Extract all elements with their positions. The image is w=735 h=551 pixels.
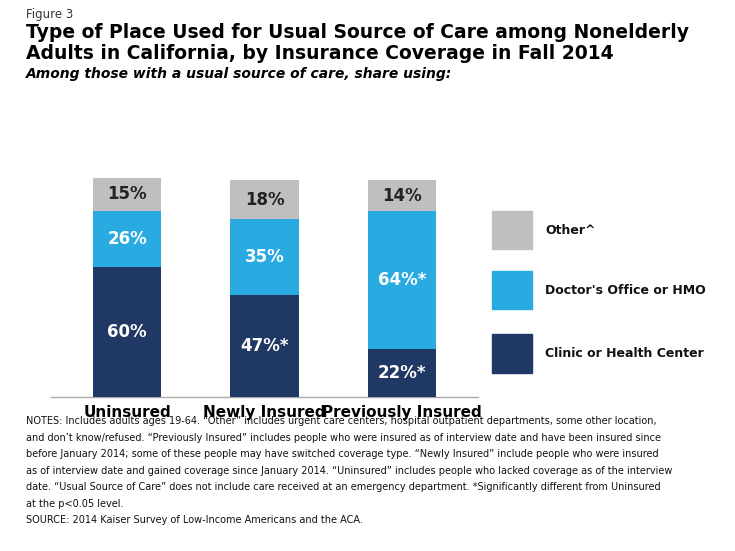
- Bar: [230, 180, 299, 219]
- Text: Doctor's Office or HMO: Doctor's Office or HMO: [545, 284, 706, 296]
- Text: KAISER: KAISER: [650, 491, 705, 505]
- Text: Other^: Other^: [545, 224, 596, 236]
- Text: 18%: 18%: [245, 191, 284, 209]
- Text: 15%: 15%: [107, 186, 147, 203]
- Text: before January 2014; some of these people may have switched coverage type. “Newl: before January 2014; some of these peopl…: [26, 449, 659, 459]
- Text: 60%: 60%: [107, 323, 147, 341]
- Bar: [368, 180, 437, 210]
- Bar: [230, 295, 299, 397]
- Text: Adults in California, by Insurance Coverage in Fall 2014: Adults in California, by Insurance Cover…: [26, 44, 613, 63]
- Text: Among those with a usual source of care, share using:: Among those with a usual source of care,…: [26, 67, 452, 81]
- Text: 26%: 26%: [107, 230, 147, 248]
- Bar: [368, 210, 437, 349]
- Bar: [492, 210, 532, 250]
- Bar: [492, 334, 532, 373]
- Text: 35%: 35%: [245, 248, 284, 266]
- Bar: [368, 349, 437, 397]
- Text: at the p<0.05 level.: at the p<0.05 level.: [26, 499, 123, 509]
- Bar: [93, 267, 162, 397]
- Text: 14%: 14%: [382, 187, 422, 204]
- Text: and don’t know/refused. “Previously Insured” includes people who were insured as: and don’t know/refused. “Previously Insu…: [26, 433, 661, 442]
- Text: SOURCE: 2014 Kaiser Survey of Low-Income Americans and the ACA.: SOURCE: 2014 Kaiser Survey of Low-Income…: [26, 515, 362, 525]
- Text: Clinic or Health Center: Clinic or Health Center: [545, 347, 704, 360]
- Text: 64%*: 64%*: [378, 271, 426, 289]
- Text: date. “Usual Source of Care” does not include care received at an emergency depa: date. “Usual Source of Care” does not in…: [26, 482, 660, 492]
- Text: Type of Place Used for Usual Source of Care among Nonelderly: Type of Place Used for Usual Source of C…: [26, 23, 689, 42]
- Bar: [93, 179, 162, 210]
- Bar: [492, 271, 532, 310]
- Text: Figure 3: Figure 3: [26, 8, 73, 21]
- Text: FAMILY: FAMILY: [652, 509, 703, 522]
- Text: 47%*: 47%*: [240, 337, 289, 355]
- Text: NOTES: Includes adults ages 19-64. “Other” includes urgent care centers, hospita: NOTES: Includes adults ages 19-64. “Othe…: [26, 416, 656, 426]
- Bar: [230, 219, 299, 295]
- Text: as of interview date and gained coverage since January 2014. “Uninsured” include: as of interview date and gained coverage…: [26, 466, 672, 476]
- Bar: [93, 210, 162, 267]
- Text: THE HENRY J.: THE HENRY J.: [658, 478, 698, 483]
- Text: FOUNDATION: FOUNDATION: [658, 531, 698, 536]
- Text: 22%*: 22%*: [378, 364, 426, 382]
